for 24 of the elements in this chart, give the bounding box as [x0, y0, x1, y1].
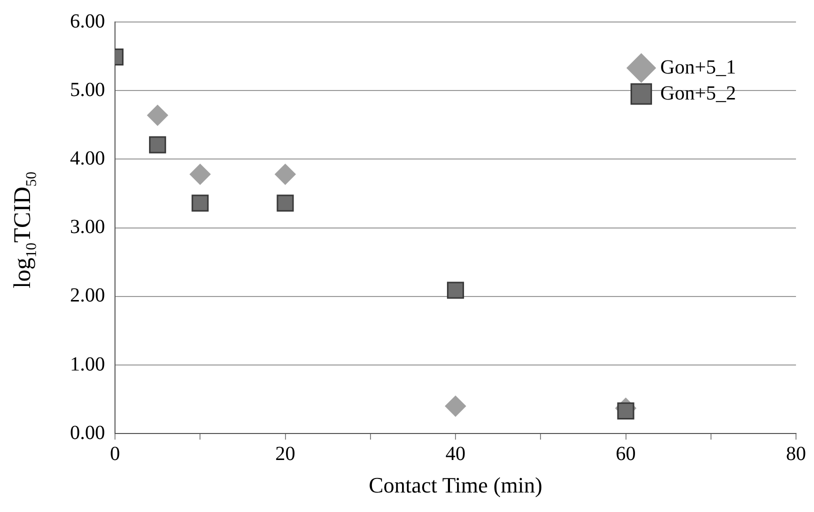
- x-tick-label: 40: [446, 442, 466, 465]
- legend-label: Gon+5_1: [660, 56, 736, 78]
- x-tick-label: 80: [786, 442, 806, 465]
- point: [276, 194, 294, 212]
- point: [147, 104, 168, 126]
- x-tick-label: 0: [110, 442, 120, 465]
- point: [192, 194, 209, 212]
- point: [274, 164, 296, 185]
- y-tick-label: 4.00: [70, 147, 105, 170]
- point: [190, 164, 211, 185]
- y-tick-label: 5.00: [70, 78, 105, 101]
- y-tick-label: 0.00: [70, 422, 105, 444]
- y-tick-label: 6.00: [70, 10, 105, 32]
- x-tick-label: 60: [616, 442, 636, 465]
- x-tick-label: 20: [275, 442, 296, 465]
- point: [617, 402, 634, 420]
- legend-label: Gon+5_2: [660, 82, 736, 104]
- point: [149, 136, 166, 154]
- point: [445, 396, 466, 417]
- y-tick-label: 1.00: [70, 353, 105, 376]
- y-tick-label: 2.00: [70, 284, 105, 307]
- x-axis-title: Contact Time (min): [368, 472, 542, 498]
- point: [446, 282, 464, 299]
- y-tick-label: 3.00: [70, 216, 105, 238]
